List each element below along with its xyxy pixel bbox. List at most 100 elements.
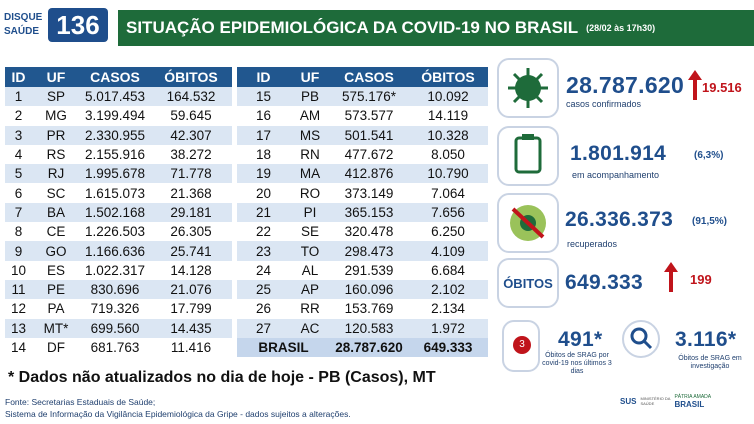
- table-cell: 4.109: [431, 243, 465, 259]
- table-cell: RR: [300, 301, 320, 317]
- srag-recent-value: 491*: [558, 328, 603, 351]
- table-cell: 59.645: [170, 108, 212, 124]
- table-cell: AL: [301, 262, 319, 278]
- logo: DISQUE SAÚDE 136: [4, 8, 112, 44]
- table-cell: 1.022.317: [84, 262, 146, 278]
- table-cell: 160.096: [344, 282, 394, 298]
- table-cell: 22: [255, 224, 272, 240]
- icon-box: [497, 126, 559, 186]
- table-cell: AM: [299, 108, 321, 124]
- table-cell: MS: [299, 127, 321, 143]
- motto: PÁTRIA AMADA: [674, 394, 712, 400]
- sus-logo: SUS: [620, 396, 637, 406]
- table-cell: 14.435: [170, 320, 212, 336]
- up-arrow: [688, 70, 702, 100]
- table-cell: 17: [255, 127, 272, 143]
- table-row: 1 SP 5.017.453 164.532: [5, 87, 232, 107]
- table-cell: 23: [255, 243, 272, 259]
- logo-text: DISQUE: [4, 12, 43, 23]
- footer-logos: SUS MINISTÉRIO DA SAÚDE PÁTRIA AMADA BRA…: [620, 390, 750, 412]
- deaths-value: 649.333: [565, 271, 644, 294]
- table-row: 19 MA 412.876 10.790: [237, 164, 488, 184]
- table-cell: 7.064: [431, 185, 465, 201]
- column-header: ID: [256, 69, 271, 85]
- table-cell: 24: [255, 262, 272, 278]
- ministry-logo: MINISTÉRIO DA SAÚDE: [640, 396, 671, 406]
- table-cell: PB: [300, 89, 319, 105]
- table-cell: 6: [14, 185, 23, 201]
- table-cell: 25: [255, 282, 272, 298]
- table-cell: 1.226.503: [84, 224, 146, 240]
- table-cell: 19: [255, 166, 272, 182]
- table-cell: SP: [46, 89, 65, 105]
- table-cell: 7.656: [431, 204, 465, 220]
- table-cell: MA: [299, 166, 321, 182]
- table-cell: 10.790: [427, 166, 469, 182]
- country: BRASIL: [674, 400, 705, 409]
- table-row: 16 AM 573.577 14.119: [237, 106, 488, 125]
- monitoring-percent: (6,3%): [694, 150, 724, 161]
- monitoring-value: 1.801.914: [570, 142, 667, 165]
- table-cell: 14: [10, 340, 27, 356]
- column-header: CASOS: [90, 69, 140, 85]
- source: Sistema de Informação da Vigilância Epid…: [5, 409, 351, 419]
- table-cell: 298.473: [344, 243, 394, 259]
- table-row: 8 CE 1.226.503 26.305: [5, 222, 232, 241]
- table-row: 21 PI 365.153 7.656: [237, 202, 488, 223]
- table-cell: CE: [46, 224, 66, 240]
- table-cell: RO: [299, 185, 321, 201]
- table-row: 6 SC 1.615.073 21.368: [5, 184, 232, 203]
- recovered-value: 26.336.373: [565, 208, 674, 231]
- table-cell: 15: [255, 89, 272, 105]
- icon-box: [497, 193, 559, 253]
- table-cell: 2: [14, 108, 23, 124]
- table-cell: 719.326: [90, 301, 140, 317]
- table-cell: 1.166.636: [84, 243, 146, 259]
- table-cell: 14.119: [427, 108, 469, 124]
- header-row: ID UF CASOS ÓBITOS: [237, 67, 488, 87]
- footnote: * Dados não atualizados no dia de hoje -…: [8, 369, 436, 386]
- table-cell: 1.615.073: [84, 185, 146, 201]
- table-cell: 365.153: [344, 204, 394, 220]
- source: Fonte: Secretarias Estaduais de Saúde;: [5, 397, 156, 407]
- table-cell: 2.155.916: [84, 147, 146, 163]
- table-row: 7 BA 1.502.168 29.181: [5, 202, 232, 223]
- table-cell: PA: [47, 301, 65, 317]
- table-cell: 681.763: [90, 340, 140, 356]
- table-cell: DF: [47, 340, 65, 356]
- table-cell: 11.416: [170, 340, 212, 356]
- table-row: 4 RS 2.155.916 38.272: [5, 145, 232, 164]
- table-right: ID UF CASOS ÓBITOS 15 PB 575.176* 10.092 16 AM 573…: [237, 67, 488, 358]
- table-cell: 18: [255, 147, 272, 163]
- table-cell: 3: [14, 127, 23, 143]
- table-row: 13 MT* 699.560 14.435: [5, 318, 232, 338]
- table-cell: AC: [300, 320, 320, 336]
- table-cell: 1: [14, 89, 23, 105]
- table-cell: 1.995.678: [84, 166, 146, 182]
- table-cell: 6.684: [431, 262, 465, 278]
- table-cell: 2.330.955: [84, 127, 146, 143]
- deaths-title: ÓBITOS: [497, 258, 559, 308]
- logo-text: SAÚDE: [4, 26, 40, 37]
- confirmed-value: 28.787.620: [566, 72, 685, 98]
- table-cell: 373.149: [344, 185, 394, 201]
- table-cell: 1.502.168: [84, 204, 146, 220]
- table-row: 24 AL 291.539 6.684: [237, 261, 488, 280]
- table-left: ID UF CASOS ÓBITOS 1 SP 5.017.453 164.532 2 MG 3.1…: [5, 67, 232, 357]
- logo-number: 136: [48, 8, 108, 42]
- table-cell: 501.541: [344, 127, 394, 143]
- table-cell: 7: [14, 204, 23, 220]
- table-cell: 3.199.494: [84, 108, 146, 124]
- table-cell: RS: [46, 147, 66, 163]
- table-cell: 14.128: [170, 262, 212, 278]
- table-cell: SC: [46, 185, 66, 201]
- confirmed-label: casos confirmados: [566, 99, 642, 109]
- table-cell: GO: [45, 243, 67, 259]
- table-cell: TO: [300, 243, 320, 259]
- table-row: 17 MS 501.541 10.328: [237, 125, 488, 145]
- table-cell: 26.305: [170, 224, 212, 240]
- table-cell: 17.799: [170, 301, 212, 317]
- table-cell: BA: [46, 204, 65, 220]
- table-cell: 27: [255, 320, 272, 336]
